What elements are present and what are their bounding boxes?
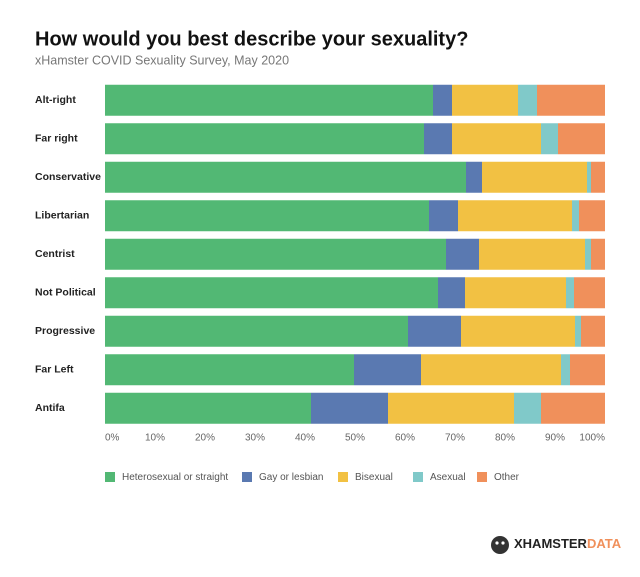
bar-segment	[591, 238, 605, 270]
y-tick-label: Conservative	[35, 171, 101, 183]
bar-segment	[452, 84, 518, 116]
logo: XHAMSTERDATA	[491, 536, 622, 554]
bar-segment	[452, 123, 541, 155]
bar-segment	[421, 354, 561, 386]
y-tick-label: Far Left	[35, 364, 74, 376]
bar-segment	[354, 354, 421, 386]
bar-segment	[408, 315, 461, 347]
bar-segment	[579, 200, 605, 232]
logo-part: DATA	[587, 536, 622, 551]
bar-segment	[461, 315, 575, 347]
bar-segment	[105, 123, 424, 155]
x-tick-label: 100%	[579, 433, 605, 444]
bar-segment	[518, 84, 537, 116]
x-tick-label: 60%	[395, 433, 415, 444]
bar-segment	[465, 277, 566, 309]
bar-segment	[311, 392, 388, 424]
bar-segment	[458, 200, 572, 232]
bar-segment	[105, 277, 438, 309]
legend-label: Gay or lesbian	[259, 472, 323, 483]
x-tick-label: 70%	[445, 433, 465, 444]
legend-label: Other	[494, 472, 520, 483]
x-tick-label: 20%	[195, 433, 215, 444]
x-tick-label: 0%	[105, 433, 120, 444]
x-tick-label: 50%	[345, 433, 365, 444]
x-tick-label: 90%	[545, 433, 565, 444]
bar-segment	[105, 84, 433, 116]
y-tick-label: Antifa	[35, 402, 65, 414]
logo-eye	[501, 541, 505, 545]
bar-segment	[572, 200, 579, 232]
legend-swatch	[477, 472, 487, 482]
bar-segment	[585, 238, 591, 270]
chart-title: How would you best describe your sexuali…	[35, 28, 468, 50]
x-tick-label: 30%	[245, 433, 265, 444]
bar-segment	[105, 161, 466, 193]
x-tick-label: 40%	[295, 433, 315, 444]
bar-segment	[424, 123, 452, 155]
bar-segment	[479, 238, 585, 270]
bar-segment	[541, 123, 558, 155]
x-tick-label: 80%	[495, 433, 515, 444]
logo-text: XHAMSTERDATA	[514, 536, 622, 551]
legend-swatch	[105, 472, 115, 482]
logo-part: XHAMSTER	[514, 536, 588, 551]
bar-segment	[105, 238, 446, 270]
logo-icon	[491, 536, 509, 554]
y-tick-label: Centrist	[35, 248, 75, 260]
y-tick-label: Not Political	[35, 287, 96, 299]
bar-segment	[388, 392, 514, 424]
bar-segment	[570, 354, 605, 386]
y-tick-label: Progressive	[35, 325, 95, 337]
bar-segment	[429, 200, 458, 232]
bar-segment	[105, 354, 354, 386]
bar-segment	[466, 161, 482, 193]
bar-segment	[581, 315, 605, 347]
bar-segment	[446, 238, 479, 270]
bar-segment	[438, 277, 465, 309]
y-tick-label: Far right	[35, 133, 78, 145]
bar-segment	[105, 200, 429, 232]
legend-label: Heterosexual or straight	[122, 472, 228, 483]
bar-segment	[482, 161, 587, 193]
bar-segment	[105, 315, 408, 347]
legend-label: Bisexual	[355, 472, 393, 483]
bar-segment	[537, 84, 605, 116]
bar-segment	[561, 354, 570, 386]
bar-segment	[587, 161, 591, 193]
bar-segment	[591, 161, 605, 193]
bar-segment	[514, 392, 541, 424]
bar-segment	[105, 392, 311, 424]
y-tick-label: Alt-right	[35, 94, 76, 106]
legend-swatch	[242, 472, 252, 482]
y-tick-label: Libertarian	[35, 210, 89, 222]
bar-segment	[574, 277, 605, 309]
bar-segment	[575, 315, 581, 347]
bar-segment	[558, 123, 605, 155]
bar-segment	[566, 277, 574, 309]
chart-subtitle: xHamster COVID Sexuality Survey, May 202…	[35, 53, 289, 67]
legend-label: Asexual	[430, 472, 466, 483]
x-tick-label: 10%	[145, 433, 165, 444]
bar-segment	[433, 84, 452, 116]
bar-segment	[541, 392, 605, 424]
logo-eye	[495, 541, 499, 545]
legend-swatch	[413, 472, 423, 482]
legend-swatch	[338, 472, 348, 482]
